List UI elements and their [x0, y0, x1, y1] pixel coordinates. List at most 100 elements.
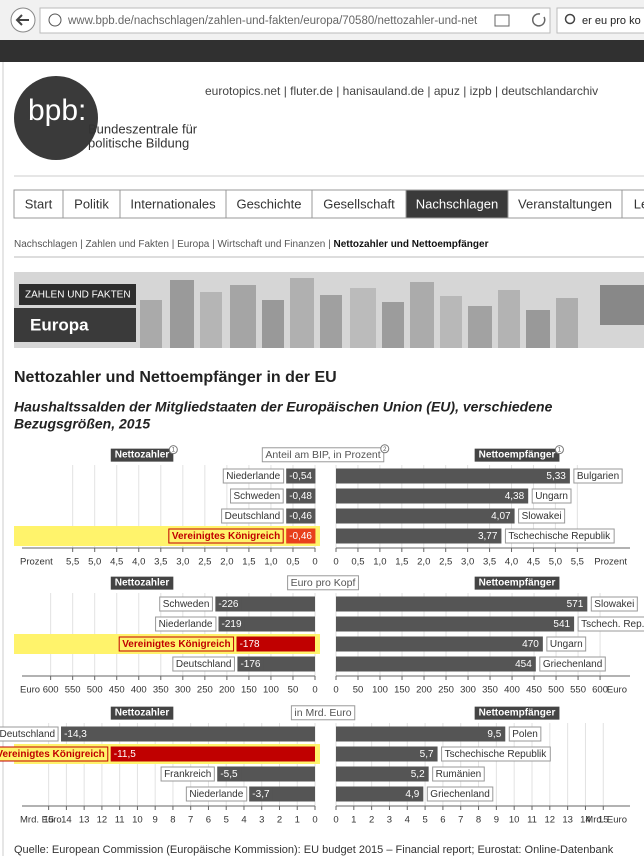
search-box[interactable]	[556, 7, 644, 34]
address-bar[interactable]	[39, 7, 551, 34]
category-label: Schweden	[234, 491, 281, 502]
bar	[336, 636, 543, 652]
nav-label[interactable]: Politik	[74, 196, 109, 211]
chart-title: Anteil am BIP, in Prozent	[265, 449, 380, 461]
x-tick-label: 250	[438, 685, 454, 696]
value-label: 4,9	[405, 789, 419, 800]
value-label: -219	[222, 619, 242, 630]
value-label-box	[218, 616, 245, 632]
side-header: Nettozahler	[115, 578, 170, 589]
value-label: 4,38	[505, 491, 525, 502]
logo[interactable]: bpb:	[28, 94, 86, 127]
nav-tab[interactable]	[119, 189, 227, 219]
nav-label[interactable]: Nachschlagen	[416, 196, 498, 211]
category-label: Niederlande	[159, 619, 213, 630]
x-tick-label: 0	[312, 685, 317, 696]
search-text[interactable]: er eu pro ko	[582, 15, 641, 27]
nav-tab[interactable]	[507, 189, 623, 219]
axis-unit: Mrd. Euro	[585, 815, 627, 826]
x-tick-label: 550	[65, 685, 81, 696]
category-label: Deutschland	[176, 659, 232, 670]
value-label: 9,5	[487, 729, 501, 740]
x-tick-label: 9	[153, 815, 158, 826]
value-label-box	[286, 468, 316, 484]
x-tick-label: 8	[476, 815, 481, 826]
value-label: -178	[240, 639, 260, 650]
category-box	[185, 786, 248, 802]
x-tick-label: 3	[259, 815, 264, 826]
url[interactable]: www.bpb.de/nachschlagen/zahlen-und-fakte…	[67, 15, 478, 27]
nav-label[interactable]: Le	[634, 196, 644, 211]
x-tick-label: 0,5	[286, 557, 299, 568]
x-tick-label: 12	[97, 815, 108, 826]
x-tick-label: 0	[312, 557, 317, 568]
value-label-box	[110, 746, 140, 762]
breadcrumb-item[interactable]: Zahlen und Fakten	[86, 239, 169, 250]
x-tick-label: 350	[153, 685, 169, 696]
x-tick-label: 8	[170, 815, 175, 826]
x-tick-label: 400	[504, 685, 520, 696]
value-label: -5,5	[220, 769, 238, 780]
nav-tab[interactable]	[13, 189, 64, 219]
category-box	[518, 508, 566, 524]
category-box	[172, 656, 235, 672]
value-label: -0,46	[289, 531, 312, 542]
category-label: Vereinigtes Königreich	[172, 531, 280, 542]
x-tick-label: 0	[312, 815, 317, 826]
x-tick-label: 400	[131, 685, 147, 696]
x-tick-label: 1,5	[395, 557, 408, 568]
bar	[336, 786, 424, 802]
x-tick-label: 3,0	[176, 557, 189, 568]
x-tick-label: 15	[43, 815, 54, 826]
service-links[interactable]: eurotopics.net | fluter.de | hanisauland…	[205, 84, 598, 98]
value-label: -3,7	[252, 789, 270, 800]
x-tick-label: 2	[277, 815, 282, 826]
x-tick-label: 150	[241, 685, 257, 696]
value-label-box	[215, 596, 242, 612]
category-box	[577, 616, 644, 632]
x-tick-label: 13	[79, 815, 90, 826]
category-box	[539, 656, 606, 672]
value-label: 4,07	[491, 511, 511, 522]
bar	[336, 726, 506, 742]
nav-tab[interactable]	[225, 189, 313, 219]
nav-label[interactable]: Gesellschaft	[323, 196, 395, 211]
nav-tab[interactable]	[62, 189, 121, 219]
breadcrumb-item[interactable]: Europa	[177, 239, 210, 250]
x-tick-label: 14	[61, 815, 72, 826]
side-header-box	[474, 576, 560, 590]
x-tick-label: 600	[592, 685, 608, 696]
value-label-box	[286, 528, 316, 544]
category-box	[0, 746, 109, 762]
nav-label[interactable]: Internationales	[130, 196, 216, 211]
bar	[336, 656, 536, 672]
category-label: Slowakei	[522, 511, 562, 522]
category-label: Bulgarien	[577, 471, 619, 482]
axis-unit: Mrd. Euro	[20, 815, 62, 826]
nav-label[interactable]: Geschichte	[236, 196, 301, 211]
breadcrumb-item[interactable]: Wirtschaft und Finanzen	[217, 239, 325, 250]
x-tick-label: 2	[369, 815, 374, 826]
reload-icon[interactable]	[532, 13, 546, 27]
x-tick-label: 5	[224, 815, 229, 826]
category-box	[531, 488, 572, 504]
breadcrumb-separator: |	[77, 239, 85, 250]
logo-circle[interactable]	[14, 76, 98, 160]
category-box	[441, 746, 551, 762]
value-label: -0,54	[289, 471, 312, 482]
banner-title: Europa	[30, 315, 89, 334]
info-icon[interactable]	[48, 13, 62, 27]
reader-icon[interactable]	[494, 14, 510, 27]
category-box	[504, 528, 615, 544]
nav-tab[interactable]	[405, 189, 509, 219]
value-label: 571	[567, 599, 584, 610]
bar	[336, 596, 588, 612]
breadcrumb: Nachschlagen | Zahlen und Fakten | Europ…	[14, 239, 489, 250]
nav-tab[interactable]	[621, 189, 644, 219]
breadcrumb-item[interactable]: Nachschlagen	[14, 239, 77, 250]
nav-label[interactable]: Start	[25, 196, 53, 211]
category-label: Tschechische Republik	[445, 749, 548, 760]
org-name: Bundeszentrale für	[88, 121, 198, 136]
nav-label[interactable]: Veranstaltungen	[518, 196, 612, 211]
